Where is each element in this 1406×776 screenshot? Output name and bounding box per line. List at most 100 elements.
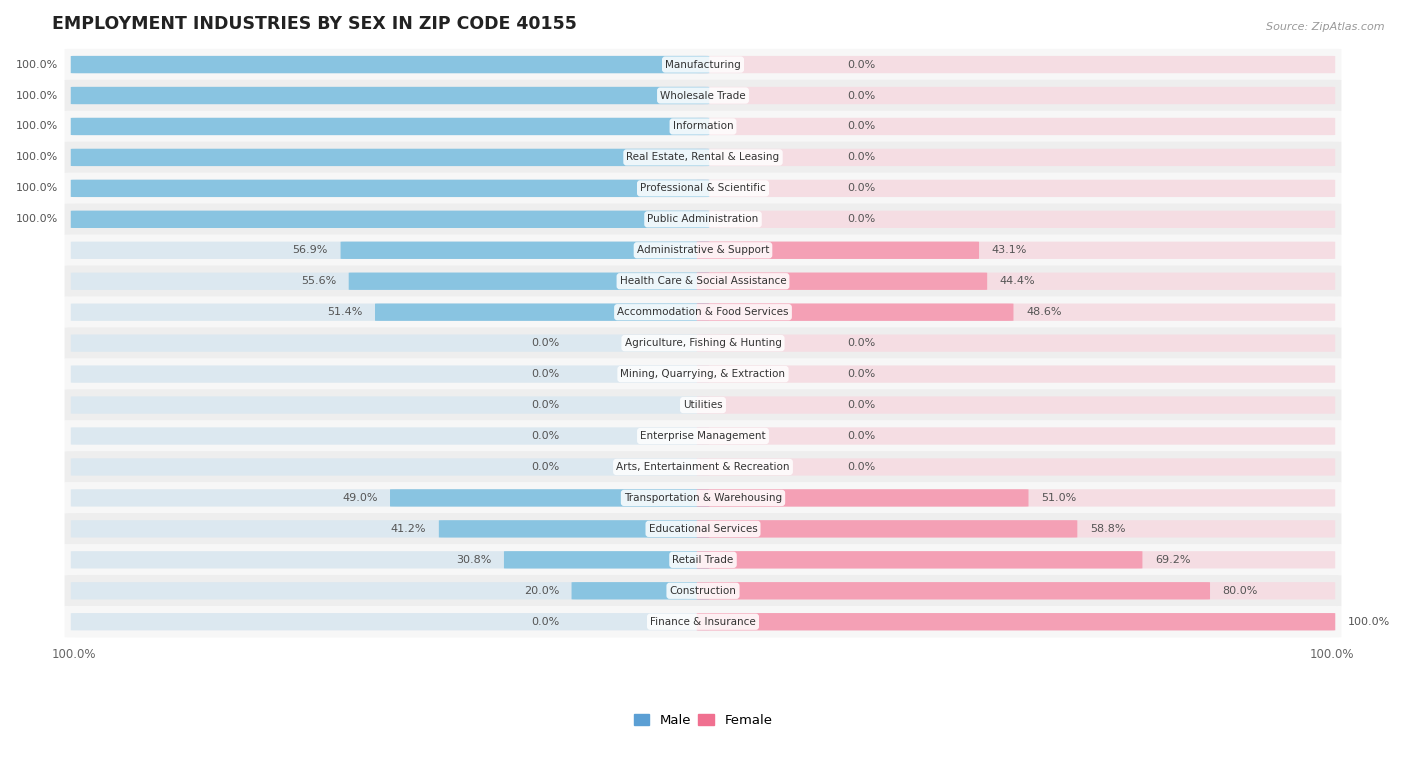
- FancyBboxPatch shape: [70, 520, 709, 538]
- Text: Information: Information: [672, 122, 734, 131]
- FancyBboxPatch shape: [70, 118, 709, 135]
- FancyBboxPatch shape: [697, 180, 1336, 197]
- Text: 0.0%: 0.0%: [531, 431, 560, 441]
- Text: 0.0%: 0.0%: [846, 122, 875, 131]
- FancyBboxPatch shape: [65, 606, 1341, 638]
- FancyBboxPatch shape: [389, 489, 709, 507]
- Text: 80.0%: 80.0%: [1223, 586, 1258, 596]
- Text: Enterprise Management: Enterprise Management: [640, 431, 766, 441]
- FancyBboxPatch shape: [697, 551, 1336, 569]
- FancyBboxPatch shape: [70, 365, 709, 383]
- Text: 43.1%: 43.1%: [991, 245, 1026, 255]
- Text: 30.8%: 30.8%: [456, 555, 492, 565]
- FancyBboxPatch shape: [697, 582, 1211, 599]
- FancyBboxPatch shape: [70, 149, 709, 166]
- FancyBboxPatch shape: [65, 203, 1341, 235]
- FancyBboxPatch shape: [70, 334, 709, 352]
- FancyBboxPatch shape: [65, 80, 1341, 111]
- FancyBboxPatch shape: [65, 451, 1341, 483]
- Text: 0.0%: 0.0%: [846, 91, 875, 101]
- Text: 100.0%: 100.0%: [52, 648, 97, 661]
- FancyBboxPatch shape: [697, 241, 1336, 259]
- Text: 51.4%: 51.4%: [328, 307, 363, 317]
- Text: Finance & Insurance: Finance & Insurance: [650, 617, 756, 627]
- Text: 100.0%: 100.0%: [15, 122, 58, 131]
- Text: 0.0%: 0.0%: [846, 338, 875, 348]
- FancyBboxPatch shape: [697, 303, 1336, 320]
- FancyBboxPatch shape: [697, 118, 1336, 135]
- Text: 51.0%: 51.0%: [1040, 493, 1076, 503]
- Text: Mining, Quarrying, & Extraction: Mining, Quarrying, & Extraction: [620, 369, 786, 379]
- FancyBboxPatch shape: [503, 551, 709, 569]
- Text: 69.2%: 69.2%: [1154, 555, 1191, 565]
- FancyBboxPatch shape: [65, 172, 1341, 204]
- FancyBboxPatch shape: [70, 118, 709, 135]
- FancyBboxPatch shape: [70, 489, 709, 507]
- Text: 0.0%: 0.0%: [846, 152, 875, 162]
- FancyBboxPatch shape: [70, 459, 709, 476]
- Text: 41.2%: 41.2%: [391, 524, 426, 534]
- FancyBboxPatch shape: [65, 49, 1341, 81]
- FancyBboxPatch shape: [697, 303, 1014, 320]
- FancyBboxPatch shape: [70, 397, 709, 414]
- FancyBboxPatch shape: [697, 241, 979, 259]
- FancyBboxPatch shape: [70, 551, 709, 569]
- Text: Health Care & Social Assistance: Health Care & Social Assistance: [620, 276, 786, 286]
- FancyBboxPatch shape: [70, 241, 709, 259]
- FancyBboxPatch shape: [65, 296, 1341, 328]
- FancyBboxPatch shape: [70, 272, 709, 290]
- FancyBboxPatch shape: [70, 56, 709, 73]
- FancyBboxPatch shape: [697, 149, 1336, 166]
- Text: 44.4%: 44.4%: [1000, 276, 1035, 286]
- FancyBboxPatch shape: [697, 334, 1336, 352]
- Text: 0.0%: 0.0%: [846, 462, 875, 472]
- FancyBboxPatch shape: [340, 241, 709, 259]
- Text: 100.0%: 100.0%: [15, 152, 58, 162]
- Text: Professional & Scientific: Professional & Scientific: [640, 183, 766, 193]
- FancyBboxPatch shape: [65, 544, 1341, 576]
- Text: Retail Trade: Retail Trade: [672, 555, 734, 565]
- Text: 0.0%: 0.0%: [846, 369, 875, 379]
- FancyBboxPatch shape: [697, 582, 1336, 599]
- FancyBboxPatch shape: [697, 520, 1336, 538]
- FancyBboxPatch shape: [65, 111, 1341, 142]
- Text: Utilities: Utilities: [683, 400, 723, 410]
- Text: 100.0%: 100.0%: [1348, 617, 1391, 627]
- FancyBboxPatch shape: [65, 142, 1341, 173]
- FancyBboxPatch shape: [65, 265, 1341, 297]
- FancyBboxPatch shape: [70, 613, 709, 630]
- Text: 55.6%: 55.6%: [301, 276, 336, 286]
- FancyBboxPatch shape: [70, 180, 709, 197]
- Text: 0.0%: 0.0%: [531, 369, 560, 379]
- Text: 48.6%: 48.6%: [1026, 307, 1062, 317]
- FancyBboxPatch shape: [572, 582, 709, 599]
- FancyBboxPatch shape: [70, 428, 709, 445]
- FancyBboxPatch shape: [375, 303, 709, 320]
- FancyBboxPatch shape: [70, 87, 709, 104]
- Text: Real Estate, Rental & Leasing: Real Estate, Rental & Leasing: [627, 152, 779, 162]
- FancyBboxPatch shape: [697, 520, 1077, 538]
- FancyBboxPatch shape: [65, 234, 1341, 266]
- FancyBboxPatch shape: [70, 210, 709, 228]
- FancyBboxPatch shape: [697, 210, 1336, 228]
- Text: 100.0%: 100.0%: [15, 214, 58, 224]
- Text: 0.0%: 0.0%: [846, 431, 875, 441]
- FancyBboxPatch shape: [70, 582, 709, 599]
- Text: 0.0%: 0.0%: [846, 400, 875, 410]
- Text: 100.0%: 100.0%: [15, 60, 58, 70]
- Text: 0.0%: 0.0%: [531, 338, 560, 348]
- FancyBboxPatch shape: [70, 149, 709, 166]
- FancyBboxPatch shape: [697, 489, 1029, 507]
- Text: 100.0%: 100.0%: [15, 183, 58, 193]
- FancyBboxPatch shape: [697, 551, 1143, 569]
- Text: Source: ZipAtlas.com: Source: ZipAtlas.com: [1267, 22, 1385, 32]
- Text: Educational Services: Educational Services: [648, 524, 758, 534]
- Text: Wholesale Trade: Wholesale Trade: [661, 91, 745, 101]
- FancyBboxPatch shape: [697, 489, 1336, 507]
- FancyBboxPatch shape: [70, 303, 709, 320]
- Text: 0.0%: 0.0%: [846, 183, 875, 193]
- Text: 0.0%: 0.0%: [531, 462, 560, 472]
- FancyBboxPatch shape: [697, 365, 1336, 383]
- FancyBboxPatch shape: [697, 272, 1336, 290]
- Text: 49.0%: 49.0%: [342, 493, 377, 503]
